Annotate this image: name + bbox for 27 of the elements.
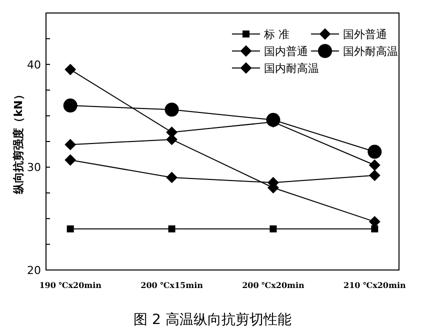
x-tick-label: 200 ℃x15min bbox=[140, 280, 204, 290]
point bbox=[66, 225, 74, 232]
legend-label: 国内普通 bbox=[264, 45, 308, 58]
legend-label: 国外普通 bbox=[343, 28, 387, 41]
point bbox=[371, 225, 378, 232]
x-tick-label: 210 ℃x20min bbox=[344, 280, 406, 290]
point bbox=[64, 64, 76, 76]
point bbox=[369, 160, 380, 171]
legend-label: 标 准 bbox=[263, 28, 290, 41]
x-tick-label: 190 ℃x20min bbox=[39, 280, 102, 290]
point bbox=[369, 170, 380, 181]
text: 图 2 高温纵向抗剪切性能 bbox=[134, 312, 292, 328]
point bbox=[63, 98, 78, 113]
point bbox=[64, 154, 76, 166]
y-tick-label: 40 bbox=[27, 58, 41, 72]
x-tick-label: 200 ℃x20min bbox=[242, 280, 305, 290]
point bbox=[270, 225, 277, 232]
point bbox=[64, 139, 76, 150]
y-tick-label: 20 bbox=[27, 264, 41, 277]
point bbox=[368, 144, 382, 159]
legend-label: 国内耐高温 bbox=[264, 62, 319, 75]
point bbox=[166, 172, 178, 183]
y-tick-label: 30 bbox=[27, 161, 41, 174]
y-axis-title: 纵向抗剪强度（kN） bbox=[12, 89, 25, 195]
point bbox=[168, 225, 176, 232]
point bbox=[164, 102, 179, 117]
legend-label: 国外耐高温 bbox=[343, 45, 398, 58]
